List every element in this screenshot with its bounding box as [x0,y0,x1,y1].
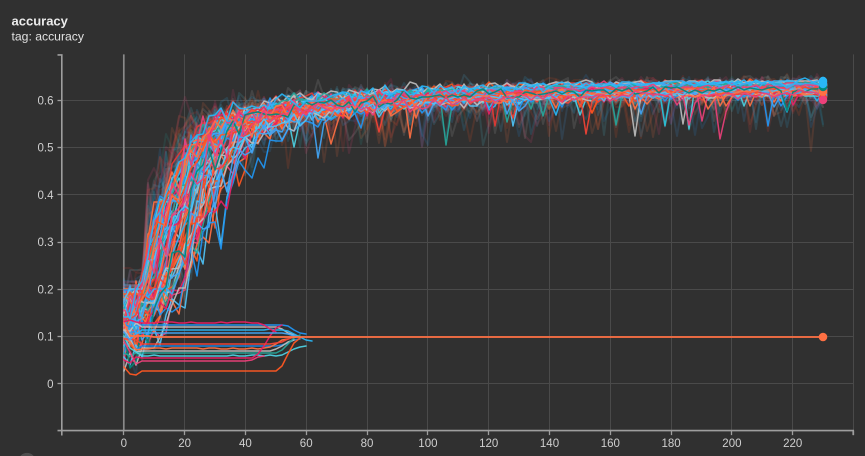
svg-text:0.4: 0.4 [38,190,55,202]
svg-text:40: 40 [239,438,252,450]
svg-text:140: 140 [540,438,559,450]
svg-text:60: 60 [300,438,313,450]
svg-text:0.3: 0.3 [38,237,54,249]
svg-text:0: 0 [121,438,127,450]
svg-text:120: 120 [479,438,498,450]
svg-text:0: 0 [47,379,53,391]
svg-text:80: 80 [361,438,374,450]
svg-text:tag: accuracy: tag: accuracy [12,30,85,44]
svg-text:0.1: 0.1 [38,332,54,344]
svg-text:0.5: 0.5 [38,143,54,155]
svg-text:0.2: 0.2 [38,284,54,296]
svg-text:100: 100 [418,438,437,450]
svg-text:220: 220 [783,438,802,450]
svg-text:200: 200 [722,438,741,450]
svg-text:accuracy: accuracy [12,14,69,29]
svg-text:160: 160 [601,438,620,450]
svg-text:180: 180 [662,438,681,450]
svg-text:20: 20 [178,438,191,450]
svg-text:0.6: 0.6 [38,96,54,108]
